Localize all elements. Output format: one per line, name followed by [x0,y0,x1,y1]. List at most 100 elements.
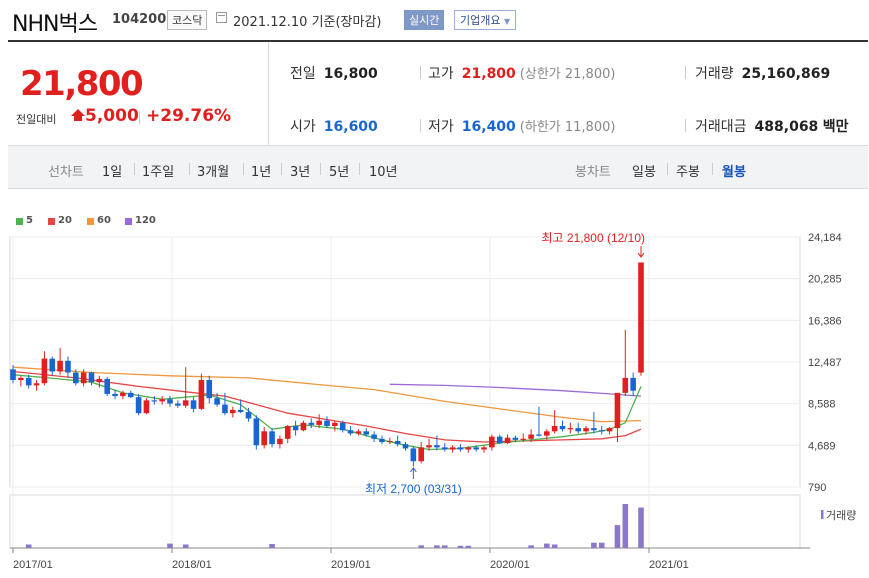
candle-body [363,431,370,435]
stat-volume: 거래량 25,160,869 [695,63,830,83]
candle-body [536,434,542,436]
price-change: 5,000 [85,106,139,126]
candle-body [198,380,205,409]
volume-bar [598,542,605,548]
high-annotation: 최고 21,800 (12/10) [542,231,645,245]
candle-body [473,447,479,450]
candle-body [104,378,110,394]
candle-body [127,392,134,398]
tab-3year[interactable]: 3년 [290,165,311,180]
x-tick-label: 2018/01 [172,559,212,571]
candle-body [292,425,299,431]
candle-body [33,383,40,386]
candle-body [112,393,118,397]
stat-amount: 거래대금 488,068 백만 [695,116,849,136]
stat-prev-close-label: 전일 [290,66,316,82]
legend-swatch-ma20 [48,218,55,225]
candle-body [206,380,213,399]
candle-body [253,418,260,446]
chart-tabs: 선차트 1일 1주일 3개월 1년 3년 5년 10년 봉차트 일봉 주봉 월봉 [8,146,868,189]
volume-bar [441,545,448,548]
candle-body [88,372,95,383]
price-change-pct: +29.76% [146,106,232,126]
stat-amount-unit: 백만 [822,119,849,135]
volume-bar [269,544,275,548]
market-badge: 코스닥 [167,10,208,30]
stat-lower-limit: (하한가 11,800) [519,120,616,135]
volume-bar [434,545,440,548]
candle-body [167,399,173,404]
up-arrow-icon [71,109,85,116]
candle-body [151,400,158,402]
volume-bar [528,545,534,548]
stat-low-value: 16,400 [461,119,516,135]
stat-prev-close: 전일 16,800 [290,63,378,83]
candle-chart-label: 봉차트 [575,165,611,180]
candle-body [96,378,103,383]
candle-body [57,360,63,372]
tab-daily[interactable]: 일봉 [632,165,656,180]
stat-open: 시가 16,600 [290,116,378,136]
company-overview-label: 기업개요 [460,14,501,27]
stat-open-value: 16,600 [323,119,378,135]
volume-legend-swatch [821,510,824,519]
candle-body [355,431,362,434]
candle-body [73,372,79,384]
candle-body [277,438,283,445]
candle-body [308,422,315,425]
tab-3month[interactable]: 3개월 [197,165,230,180]
ma120-line [389,383,642,397]
candle-body [426,445,432,448]
company-name: NHN벅스 [12,12,98,37]
candle-body [316,420,322,425]
legend-ma20: 20 [58,215,72,226]
candle-body [175,403,181,406]
candle-body [135,397,142,414]
tab-1day[interactable]: 1일 [102,165,123,180]
candle-body [332,422,338,426]
x-tick-label: 2019/01 [331,559,371,571]
y-tick-label: 790 [808,482,826,494]
candle-body [269,431,275,445]
candle-body [25,377,32,386]
legend-swatch-ma120 [125,218,132,225]
tab-1week[interactable]: 1주일 [142,165,175,180]
header-divider [8,40,868,42]
stock-code: 104200 [112,12,167,27]
candle-body [449,447,456,450]
volume-bar [551,544,558,548]
candle-body [18,377,24,381]
candle-body [481,447,487,450]
tab-monthly[interactable]: 월봉 [722,165,746,180]
candle-body [434,445,440,448]
volume-bar [638,507,644,548]
volume-bar [457,545,464,548]
tab-10year[interactable]: 10년 [369,165,398,180]
candle-body [49,358,56,372]
tab-1year[interactable]: 1년 [251,165,272,180]
volume-bar [591,542,597,548]
candle-body [41,358,48,384]
candle-body [606,428,613,432]
volume-frame [9,494,801,549]
up-arrow-stem [74,116,82,121]
x-tick-label: 2021/01 [649,559,689,571]
date-basis: 2021.12.10 기준(장마감) [233,15,382,30]
calendar-icon [216,12,227,23]
realtime-button[interactable]: 실시간 [404,10,445,30]
volume-bar [622,504,629,548]
candle-body [143,400,150,414]
volume-bar [544,543,550,548]
x-tick-label: 2017/01 [13,559,53,571]
candle-body [567,428,574,430]
stat-upper-limit: (상한가 21,800) [519,67,616,82]
tab-weekly[interactable]: 주봉 [676,165,700,180]
candle-body [190,400,197,409]
candle-body [347,430,354,434]
candle-body [622,377,629,393]
volume-bar [167,543,173,548]
company-overview-dropdown[interactable]: 기업개요 ▼ [454,10,517,30]
tab-5year[interactable]: 5년 [329,165,350,180]
candle-body [387,440,393,443]
